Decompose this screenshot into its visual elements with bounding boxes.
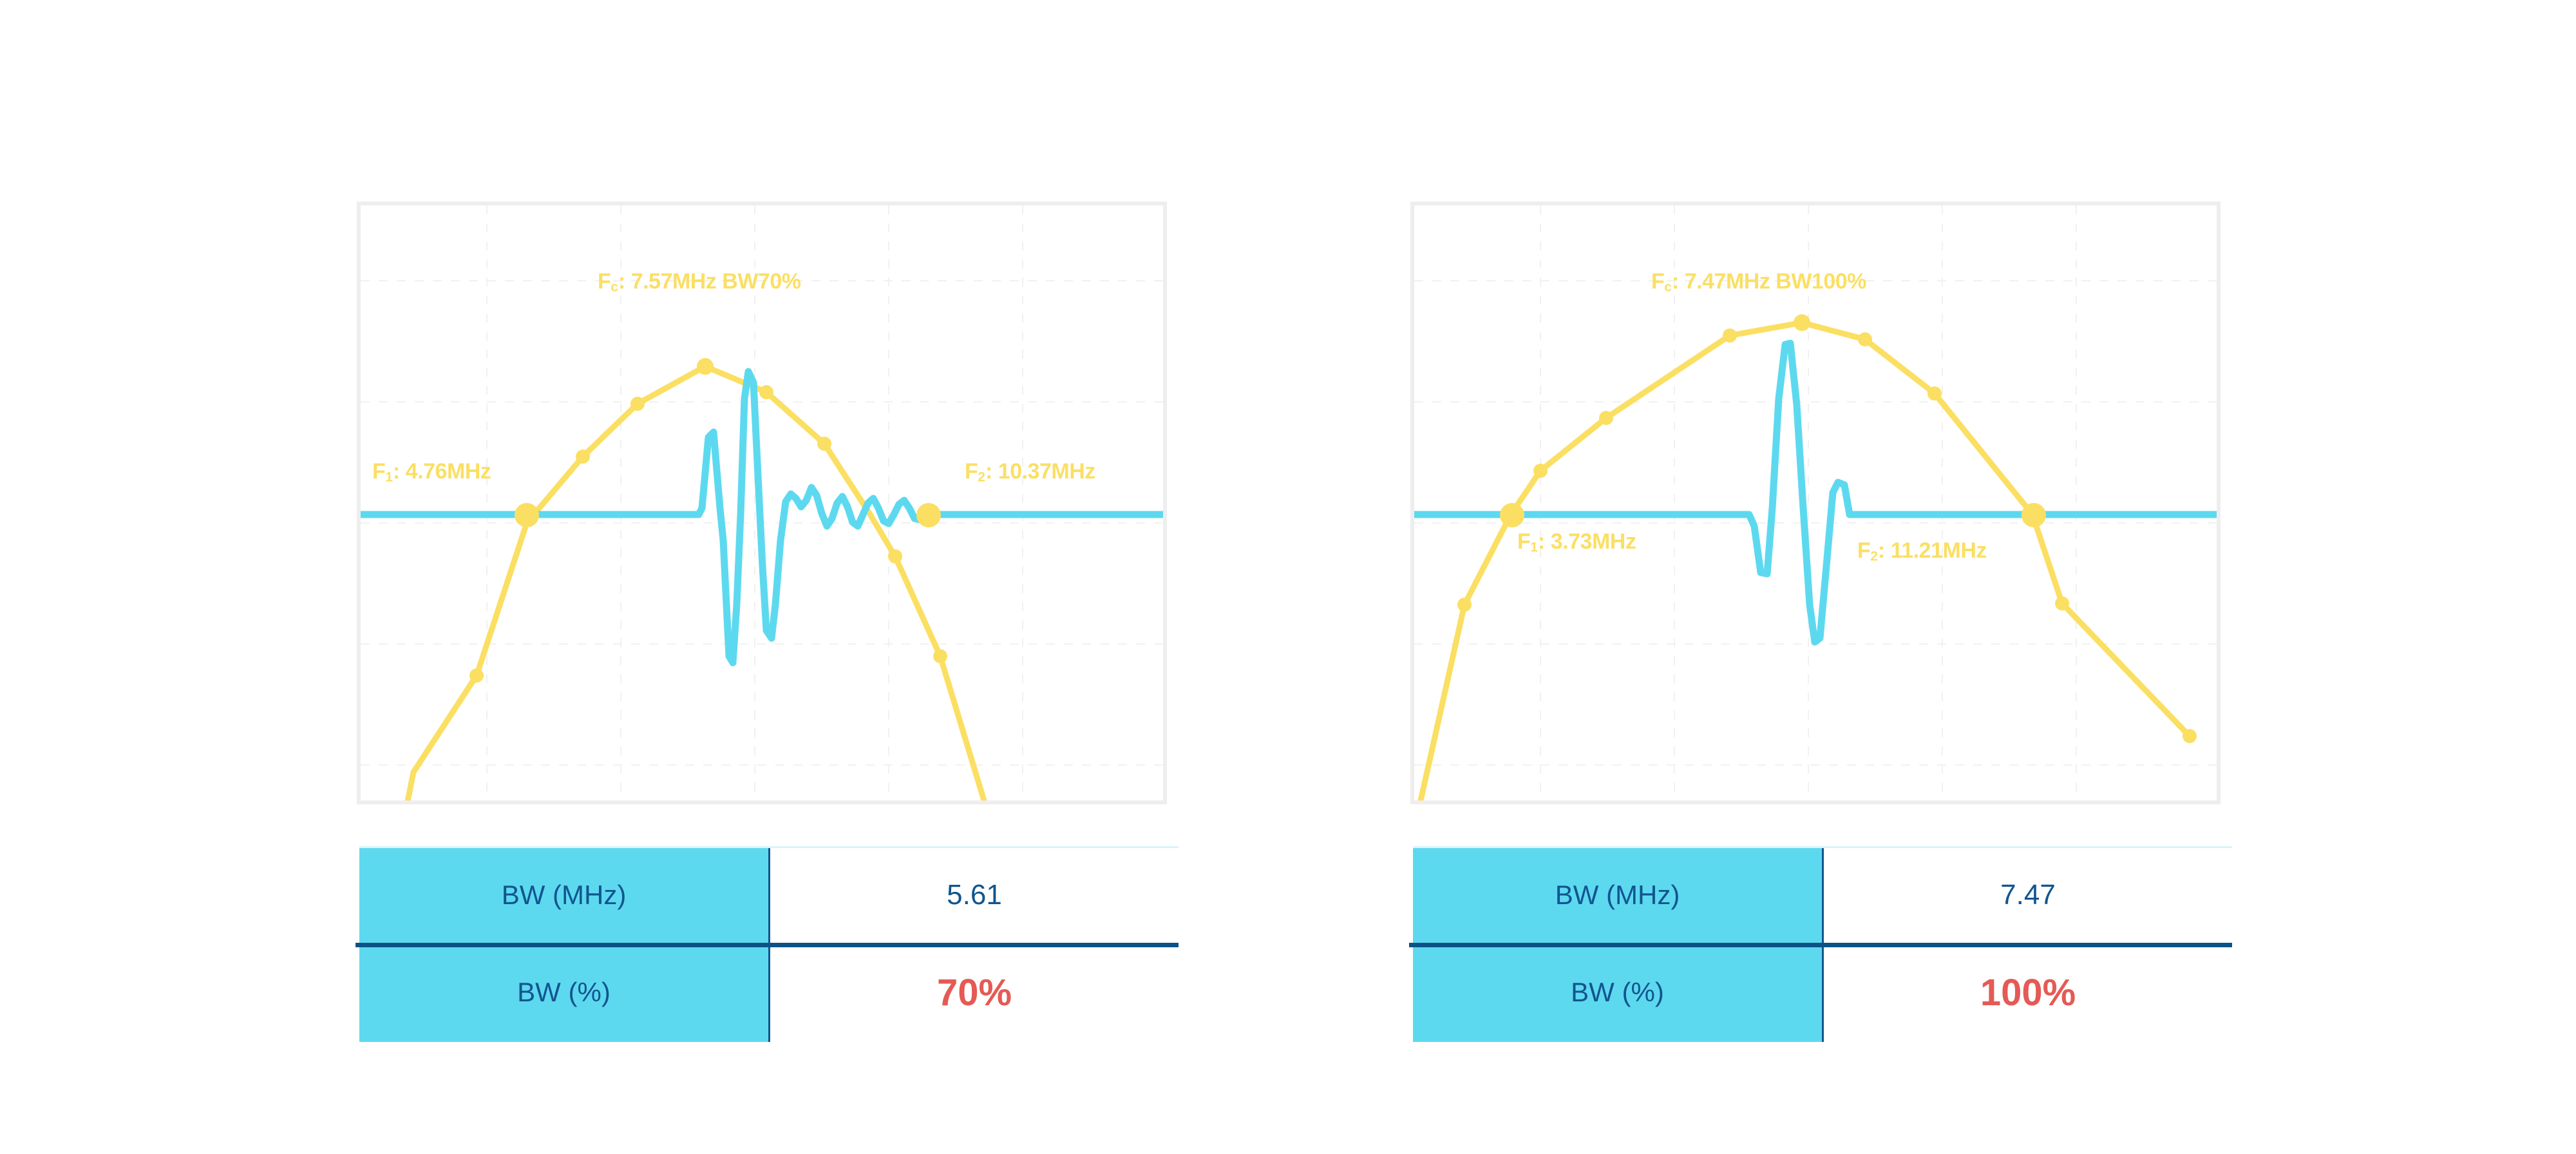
bw-pct-value-cell: 70% xyxy=(770,943,1179,1042)
spectrum-chart-left xyxy=(357,202,1167,804)
fc-prefix: F xyxy=(1651,269,1665,294)
table-row: BW (MHz) 5.61 xyxy=(359,847,1179,943)
plot-area-right xyxy=(1414,205,2217,800)
f1-text: : 3.73MHz xyxy=(1538,529,1636,554)
label-f2-right: F2: 11.21MHz xyxy=(1857,540,1987,563)
bw-pct-value: 70% xyxy=(936,971,1012,1014)
table-row: BW (%) 70% xyxy=(359,943,1179,1042)
bw-mhz-value-cell: 5.61 xyxy=(770,847,1179,943)
fc-prefix: F xyxy=(598,269,611,294)
f2-prefix: F xyxy=(1857,538,1871,563)
label-f2-left: F2: 10.37MHz xyxy=(965,460,1095,484)
label-f1-right: F1: 3.73MHz xyxy=(1517,531,1636,554)
grid-lines-left xyxy=(361,205,1163,800)
label-fc-right: Fc: 7.47MHz BW100% xyxy=(1651,270,1866,294)
bw-mhz-label: BW (MHz) xyxy=(1555,880,1680,910)
bw-pct-value-cell: 100% xyxy=(1824,943,2232,1042)
f2-subscript: 2 xyxy=(1870,549,1879,564)
fc-subscript: c xyxy=(611,279,619,295)
table-top-rule-left xyxy=(359,846,1179,848)
waveform-curve-left xyxy=(361,368,1163,667)
table-top-rule-right xyxy=(1413,846,2232,848)
f2-subscript: 2 xyxy=(978,469,986,485)
plot-area-left xyxy=(361,205,1163,800)
bw-pct-label-cell: BW (%) xyxy=(1413,943,1824,1042)
f1-prefix: F xyxy=(1517,529,1531,554)
label-fc-left: Fc: 7.57MHz BW70% xyxy=(598,269,801,295)
spectrum-markers-right xyxy=(1457,314,2197,743)
bw-mhz-value: 5.61 xyxy=(947,879,1002,911)
table-row: BW (MHz) 7.47 xyxy=(1413,847,2232,943)
f2-prefix: F xyxy=(965,459,978,484)
bw-table-left: BW (MHz) 5.61 BW (%) 70% xyxy=(355,846,1179,1042)
plot-svg-right xyxy=(1414,205,2217,800)
f1-subscript: 1 xyxy=(385,469,393,485)
bw-mhz-label: BW (MHz) xyxy=(501,880,627,910)
bw-table-right: BW (MHz) 7.47 BW (%) 100% xyxy=(1409,846,2232,1042)
spectrum-curve-left xyxy=(404,363,987,800)
fc-text: : 7.47MHz BW100% xyxy=(1672,269,1866,294)
f1-prefix: F xyxy=(372,459,386,484)
table-divider-right xyxy=(1409,943,2232,947)
bw-mhz-value: 7.47 xyxy=(2000,879,2056,911)
label-f1-left: F1: 4.76MHz xyxy=(372,460,491,484)
bw-pct-label: BW (%) xyxy=(517,977,611,1007)
bw-pct-value: 100% xyxy=(1980,971,2076,1014)
f1-text: : 4.76MHz xyxy=(393,459,491,484)
cutoff-markers-left xyxy=(515,503,941,527)
bw-pct-label: BW (%) xyxy=(1571,977,1664,1007)
waveform-curve-right xyxy=(1414,339,2217,646)
cutoff-markers-right xyxy=(1500,503,2046,527)
grid-lines-right xyxy=(1414,205,2217,800)
bw-pct-label-cell: BW (%) xyxy=(359,943,770,1042)
table-divider-left xyxy=(355,943,1179,947)
spectrum-markers-left xyxy=(469,358,947,683)
bw-mhz-label-cell: BW (MHz) xyxy=(359,847,770,943)
bw-mhz-value-cell: 7.47 xyxy=(1824,847,2232,943)
fc-text: : 7.57MHz BW70% xyxy=(618,269,801,294)
bw-mhz-label-cell: BW (MHz) xyxy=(1413,847,1824,943)
f2-text: : 10.37MHz xyxy=(985,459,1095,484)
f1-subscript: 1 xyxy=(1530,540,1539,555)
table-row: BW (%) 100% xyxy=(1413,943,2232,1042)
plot-svg-left xyxy=(361,205,1163,800)
spectrum-chart-right xyxy=(1410,202,2221,804)
fc-subscript: c xyxy=(1664,279,1672,295)
f2-text: : 11.21MHz xyxy=(1878,538,1987,563)
